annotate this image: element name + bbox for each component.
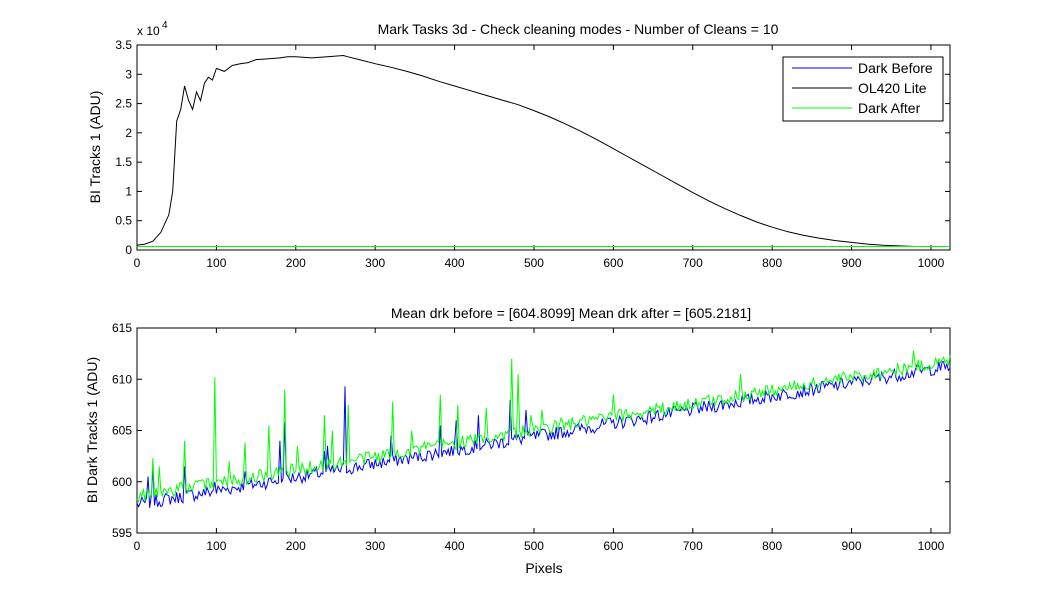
- top-xtick-label: 0: [134, 256, 141, 270]
- top-ytick-label: 1: [125, 184, 132, 198]
- top-xtick-label: 600: [603, 256, 623, 270]
- bottom-plot-ticks: 0 100 200 300 400 500 600 700 800 900 1000 595 600 60…: [112, 321, 950, 553]
- legend-label-dark-before: Dark Before: [858, 60, 933, 76]
- bottom-plot-lines: [136, 350, 951, 508]
- top-plot-ticks: 0 100 200 300 400 500 600 700 800 900 1000 0 0.5 1 1.5…: [115, 38, 950, 270]
- bottom-xtick-label: 500: [524, 539, 544, 553]
- bottom-ytick-label: 600: [112, 475, 132, 489]
- top-xtick-label: 300: [365, 256, 385, 270]
- legend-label-ol420-lite: OL420 Lite: [858, 80, 927, 96]
- bottom-xtick-label: 100: [206, 539, 226, 553]
- bottom-ytick-label: 605: [112, 424, 132, 438]
- bottom-xtick-label: 600: [603, 539, 623, 553]
- bottom-plot: 0 100 200 300 400 500 600 700 800 900 1000 595 600 60…: [84, 305, 951, 576]
- top-xtick-label: 800: [762, 256, 782, 270]
- series-line-dark-after: [136, 350, 951, 503]
- top-plot: 0 100 200 300 400 500 600 700 800 900 1000 0 0.5 1 1.5…: [87, 20, 951, 270]
- top-plot-exponent-label: x 10: [137, 24, 160, 38]
- legend-label-dark-after: Dark After: [858, 100, 921, 116]
- top-xtick-label: 500: [524, 256, 544, 270]
- top-ytick-label: 0: [125, 243, 132, 257]
- top-xtick-label: 700: [683, 256, 703, 270]
- bottom-xtick-label: 300: [365, 539, 385, 553]
- series-line-ol420-lite: [136, 54, 950, 247]
- top-ytick-label: 0.5: [115, 214, 132, 228]
- top-ytick-label: 2.5: [115, 97, 132, 111]
- top-ytick-label: 2: [125, 126, 132, 140]
- bottom-xtick-label: 0: [134, 539, 141, 553]
- top-ytick-label: 3: [125, 67, 132, 81]
- top-ytick-label: 1.5: [115, 155, 132, 169]
- bottom-plot-axes: [136, 327, 951, 534]
- bottom-xtick-label: 700: [683, 539, 703, 553]
- bottom-xtick-label: 900: [842, 539, 862, 553]
- bottom-ytick-label: 610: [112, 372, 132, 386]
- bottom-plot-ylabel: BI Dark Tracks 1 (ADU): [84, 357, 100, 503]
- bottom-plot-title: Mean drk before = [604.8099] Mean drk af…: [391, 305, 751, 321]
- bottom-xtick-label: 1000: [918, 539, 945, 553]
- series-line-dark-before: [136, 361, 951, 508]
- top-plot-title: Mark Tasks 3d - Check cleaning modes - N…: [378, 21, 779, 37]
- top-xtick-label: 400: [445, 256, 465, 270]
- top-plot-exponent-power: 4: [162, 20, 168, 31]
- bottom-plot-xlabel: Pixels: [525, 560, 562, 576]
- bottom-xtick-label: 400: [445, 539, 465, 553]
- top-xtick-label: 100: [206, 256, 226, 270]
- bottom-ytick-label: 615: [112, 321, 132, 335]
- legend-box: [782, 56, 944, 122]
- top-xtick-label: 1000: [918, 256, 945, 270]
- top-xtick-label: 900: [842, 256, 862, 270]
- top-plot-ylabel: BI Tracks 1 (ADU): [87, 91, 103, 204]
- legend: Dark Before OL420 Lite Dark After: [782, 56, 944, 122]
- top-plot-lines: [136, 54, 950, 247]
- bottom-xtick-label: 800: [762, 539, 782, 553]
- bottom-xtick-label: 200: [286, 539, 306, 553]
- top-ytick-label: 3.5: [115, 38, 132, 52]
- bottom-ytick-label: 595: [112, 526, 132, 540]
- top-xtick-label: 200: [286, 256, 306, 270]
